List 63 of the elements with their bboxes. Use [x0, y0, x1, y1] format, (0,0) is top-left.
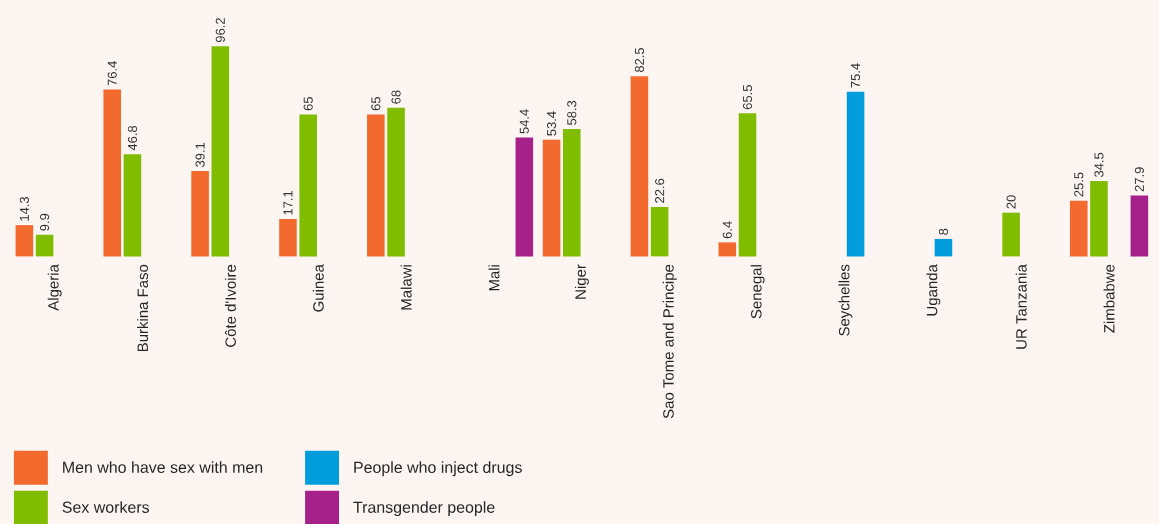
bar: [1130, 195, 1149, 257]
data-label: 46.8: [127, 126, 138, 151]
data-label: 82.5: [634, 48, 645, 73]
bar: [191, 171, 209, 257]
legend-label: Men who have sex with men: [63, 461, 263, 474]
bar: [35, 234, 54, 257]
bar: [562, 129, 581, 257]
bar: [103, 89, 122, 257]
bar: [1002, 212, 1020, 257]
x-tick-label: Burkina Faso: [137, 264, 149, 352]
data-label: 14.3: [19, 197, 29, 221]
x-tick-label: Côte d'Ivoire: [224, 264, 236, 348]
data-label: 68: [391, 90, 401, 104]
data-label: 96.2: [215, 18, 225, 43]
data-label: 76.4: [107, 61, 117, 86]
bar: [387, 107, 405, 257]
data-label: 20: [1006, 195, 1016, 209]
x-tick-label: Niger: [574, 264, 589, 299]
data-label: 34.5: [1094, 152, 1104, 178]
bar: [718, 242, 737, 257]
data-label: 65.5: [742, 85, 753, 110]
data-label: 39.1: [195, 142, 205, 168]
data-label: 54.4: [519, 109, 529, 134]
data-label: 53.4: [546, 111, 557, 136]
bar: [211, 46, 230, 257]
data-label: 17.1: [283, 191, 293, 215]
x-tick-label: Seychelles: [838, 264, 853, 336]
bar: [630, 76, 649, 257]
data-label: 27.9: [1134, 167, 1144, 192]
bar: [846, 91, 865, 257]
x-tick-label: Mali: [488, 265, 500, 291]
data-label: 65: [371, 97, 381, 111]
data-label: 22.6: [655, 178, 665, 203]
data-label: 75.4: [851, 63, 861, 88]
data-label: 6.4: [722, 221, 732, 239]
x-tick-label: Sao Tome and Principe: [662, 264, 677, 419]
x-tick-label: Malawi: [400, 265, 412, 310]
bar: [542, 139, 561, 257]
x-tick-label: Guinea: [312, 264, 324, 312]
bar: [1090, 181, 1108, 257]
bar: [15, 225, 34, 257]
bar: [738, 113, 757, 257]
bar: [367, 114, 385, 257]
legend-label: Transgender people: [353, 501, 495, 517]
bar: [934, 239, 953, 257]
x-tick-label: Zimbabwe: [1103, 264, 1115, 333]
data-label: 25.5: [1074, 172, 1084, 197]
data-label: 65: [303, 97, 313, 111]
x-tick-label: Uganda: [926, 264, 941, 316]
legend-label: People who inject drugs: [354, 461, 522, 477]
bar: [279, 219, 297, 257]
bar: [650, 207, 669, 257]
bar: [1069, 200, 1088, 257]
data-label: 8: [938, 228, 949, 235]
x-tick-label: Senegal: [750, 265, 765, 319]
bar: [123, 154, 142, 257]
x-tick-label: Algeria: [47, 264, 62, 311]
data-label: 58.3: [567, 100, 577, 126]
legend-label: Sex workers: [62, 501, 150, 514]
x-tick-label: UR Tanzania: [1015, 264, 1027, 349]
bar: [515, 137, 534, 257]
bar: [299, 114, 317, 257]
data-label: 9.9: [39, 213, 50, 231]
